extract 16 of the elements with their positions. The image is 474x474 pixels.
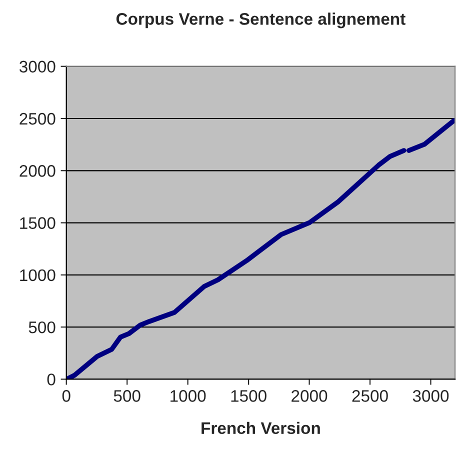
- x-tick-label: 1500: [231, 390, 266, 402]
- x-tick-label: 2500: [352, 390, 388, 402]
- x-axis-title: French Version: [202, 422, 320, 434]
- x-tick-label: 2000: [292, 390, 328, 402]
- chart-title: Corpus Verne - Sentence alignement: [116, 12, 406, 28]
- y-tick-label: 3000: [20, 60, 56, 73]
- x-tick-label: 0: [62, 390, 70, 402]
- y-tick-label: 2000: [20, 165, 56, 177]
- y-tick-label: 0: [47, 374, 56, 386]
- y-tick-label: 500: [28, 321, 56, 334]
- y-tick-label: 2500: [20, 112, 56, 125]
- y-tick-label: 1500: [20, 217, 56, 229]
- y-tick-label: 1000: [20, 269, 56, 282]
- x-tick-label: 500: [114, 390, 140, 402]
- x-tick-label: 3000: [412, 390, 449, 402]
- x-tick-label: 1000: [170, 390, 206, 402]
